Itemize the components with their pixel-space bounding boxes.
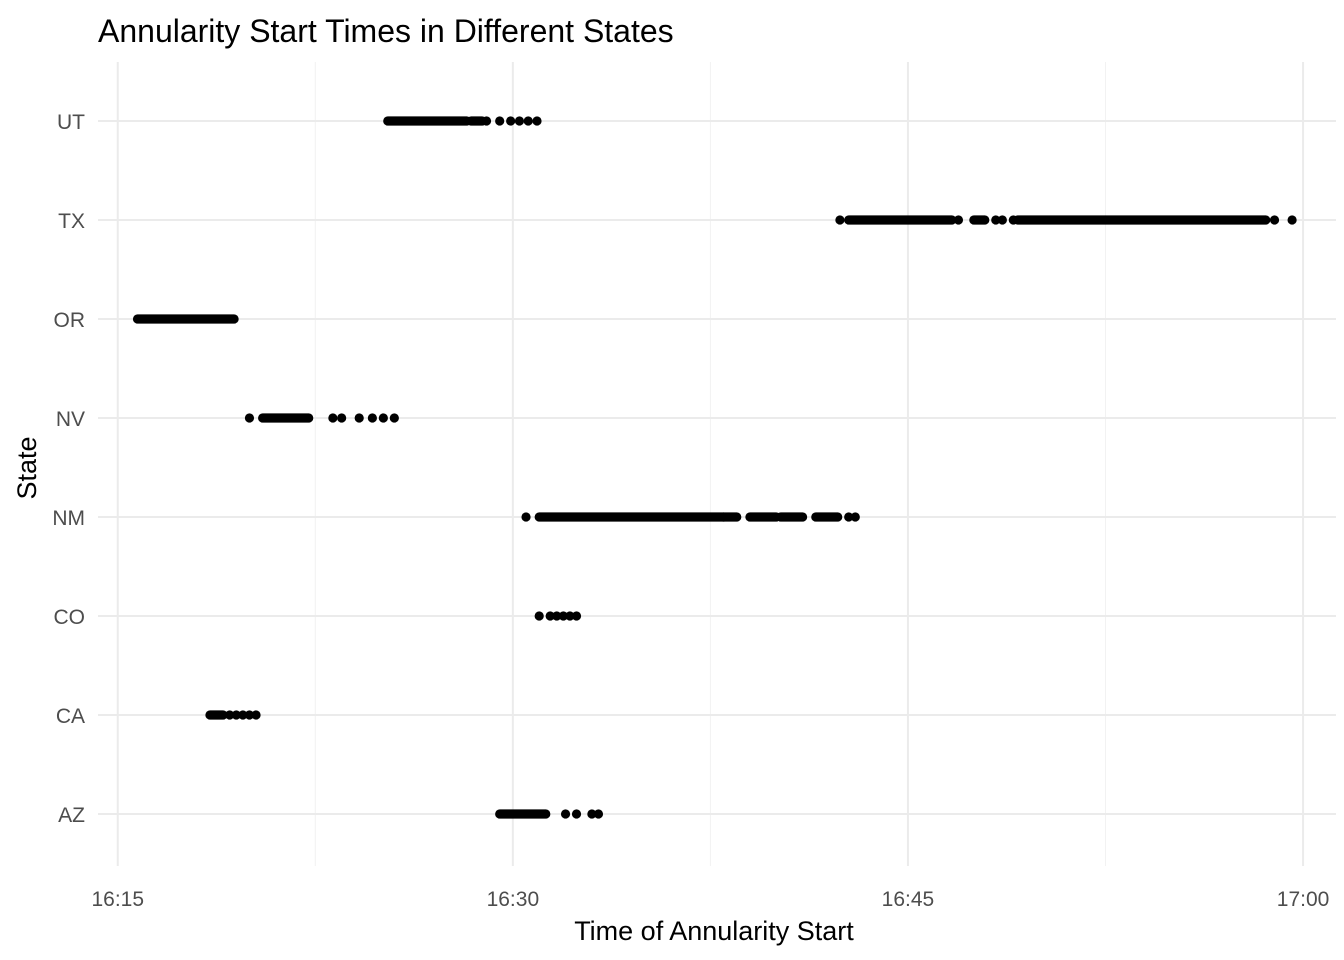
data-point [523, 116, 533, 126]
data-point-cluster [776, 512, 808, 522]
data-point-cluster [466, 116, 487, 126]
chart-title: Annularity Start Times in Different Stat… [98, 13, 674, 49]
data-point [571, 611, 582, 621]
data-point-cluster [132, 314, 239, 324]
data-point-cluster [718, 512, 742, 522]
data-point [495, 116, 505, 126]
data-point [367, 413, 377, 423]
series-nm [521, 512, 860, 522]
data-point [835, 215, 845, 225]
data-point [1008, 215, 1018, 225]
data-point [521, 512, 531, 522]
y-tick-labels: AZ CA CO NM NV OR TX UT [52, 111, 85, 827]
data-point-cluster [1013, 215, 1271, 225]
data-point-cluster [383, 116, 472, 126]
y-tick-label: NV [56, 408, 85, 431]
y-axis-title: State [12, 436, 42, 499]
data-point-cluster [969, 215, 990, 225]
data-point [354, 413, 364, 423]
y-tick-label: AZ [58, 804, 85, 827]
x-tick-labels: 16:15 16:30 16:45 17:00 [91, 888, 1329, 911]
data-point-cluster [811, 512, 843, 522]
data-point [225, 710, 235, 720]
x-axis-title: Time of Annularity Start [574, 916, 854, 946]
series-az [495, 809, 604, 819]
data-point [532, 116, 542, 126]
data-point-cluster [534, 512, 729, 522]
y-tick-label: OR [54, 309, 86, 332]
data-point [1269, 215, 1280, 225]
data-point [552, 611, 562, 621]
x-tick-label: 16:30 [487, 888, 540, 911]
series-tx [835, 215, 1297, 225]
data-point [587, 809, 597, 819]
series-ut [383, 116, 542, 126]
data-point [244, 710, 255, 720]
data-point-cluster [745, 512, 781, 522]
series-co [534, 611, 582, 621]
data-point [558, 611, 568, 621]
data-point-cluster [258, 413, 314, 423]
data-point [231, 710, 241, 720]
data-point-cluster [205, 710, 228, 720]
data-point [997, 215, 1007, 225]
x-tick-label: 16:15 [91, 888, 144, 911]
series-ca [205, 710, 261, 720]
data-point [244, 413, 255, 423]
data-point [328, 413, 338, 423]
data-point [481, 116, 492, 126]
data-point [844, 512, 854, 522]
data-point [337, 413, 347, 423]
y-tick-label: NM [52, 507, 85, 530]
data-point [238, 710, 248, 720]
series-nv [244, 413, 399, 423]
data-point [953, 215, 964, 225]
y-tick-label: UT [57, 111, 85, 134]
y-tick-label: TX [58, 210, 85, 233]
data-point [565, 611, 575, 621]
data-point [593, 809, 604, 819]
data-point [560, 809, 571, 819]
y-tick-label: CA [56, 705, 85, 728]
data-point-cluster [495, 809, 551, 819]
x-tick-label: 16:45 [882, 888, 935, 911]
data-point [545, 611, 555, 621]
data-point [850, 512, 860, 522]
data-points [132, 116, 1297, 819]
data-point [991, 215, 1001, 225]
data-point [506, 116, 516, 126]
data-point [1287, 215, 1297, 225]
series-or [132, 314, 239, 324]
data-point [571, 809, 582, 819]
data-point [389, 413, 399, 423]
x-tick-label: 17:00 [1277, 888, 1330, 911]
data-point [378, 413, 388, 423]
grid-layer [98, 62, 1336, 866]
data-point-cluster [844, 215, 957, 225]
y-tick-label: CO [54, 606, 86, 629]
data-point [514, 116, 525, 126]
data-point [251, 710, 261, 720]
data-point [534, 611, 544, 621]
